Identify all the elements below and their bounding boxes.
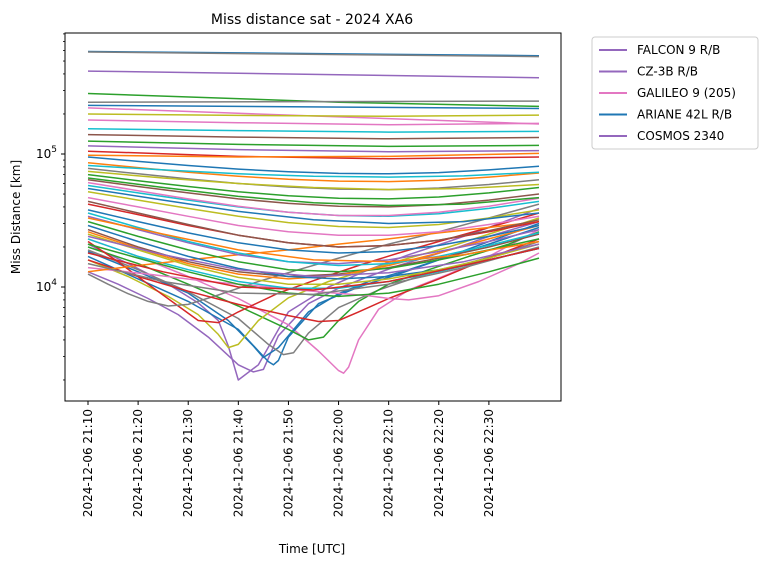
legend-label: ARIANE 42L R/B [637, 108, 732, 122]
x-tick-label: 2024-12-06 21:20 [131, 409, 145, 517]
x-tick-label: 2024-12-06 21:30 [181, 409, 195, 517]
series-line-51 [87, 235, 540, 278]
y-axis-label: Miss Distance [km] [9, 160, 23, 274]
series-line-47 [87, 200, 540, 248]
x-tick-label: 2024-12-06 21:50 [281, 409, 295, 517]
chart-title: Miss distance sat - 2024 XA6 [211, 12, 413, 28]
legend: FALCON 9 R/B CZ-3B R/B GALILEO 9 (205) ARIA… [591, 36, 759, 150]
series-line-2 [87, 70, 540, 79]
series-line-18 [87, 252, 540, 301]
series-layer [87, 50, 540, 381]
x-tick-label: 2024-12-06 22:10 [382, 409, 396, 517]
series-line-20 [87, 220, 540, 273]
series-line-27 [87, 196, 540, 236]
series-line-37 [87, 140, 540, 148]
y-axis: 104 105 [36, 33, 65, 381]
series-line-25 [87, 209, 540, 254]
x-axis: 2024-12-06 21:10 2024-12-06 21:20 2024-12-… [81, 401, 496, 517]
series-line-56 [87, 164, 540, 178]
series-line-13 [87, 231, 540, 341]
series-line-50 [87, 247, 540, 291]
series-line-24 [87, 215, 540, 265]
series-line-39 [87, 127, 540, 133]
series-line-48 [87, 181, 540, 217]
series-line-34 [87, 156, 540, 175]
series-line-1 [87, 51, 540, 58]
series-line-54 [87, 177, 540, 207]
series-line-49 [87, 246, 540, 296]
y-tick-label: 105 [36, 145, 57, 161]
series-line-42 [87, 152, 540, 158]
series-line-36 [87, 145, 540, 153]
legend-label: FALCON 9 R/B [637, 43, 720, 57]
series-line-53 [87, 187, 540, 225]
legend-label: CZ-3B R/B [637, 65, 698, 79]
series-line-9 [87, 228, 540, 374]
series-line-35 [87, 150, 540, 160]
series-line-15 [87, 212, 540, 324]
series-line-17 [87, 238, 540, 323]
x-axis-label: Time [UTC] [278, 542, 345, 556]
series-line-45 [87, 233, 540, 285]
legend-label: COSMOS 2340 [637, 129, 724, 143]
x-tick-label: 2024-12-06 22:00 [332, 409, 346, 517]
y-tick-label: 104 [36, 278, 57, 294]
series-line-40 [87, 119, 540, 126]
legend-box [591, 36, 759, 150]
series-line-5 [87, 104, 540, 110]
x-tick-label: 2024-12-06 21:40 [231, 409, 245, 517]
series-line-4 [87, 100, 540, 103]
series-line-55 [87, 170, 540, 191]
series-line-31 [87, 173, 540, 200]
x-tick-label: 2024-12-06 22:30 [482, 409, 496, 517]
series-line-38 [87, 133, 540, 140]
x-tick-label: 2024-12-06 22:20 [432, 409, 446, 517]
legend-label: GALILEO 9 (205) [637, 86, 736, 100]
series-line-14 [87, 217, 540, 349]
series-line-52 [87, 217, 540, 263]
series-line-30 [87, 179, 540, 208]
series-line-41 [87, 113, 540, 118]
plot-frame [64, 32, 562, 402]
x-tick-label: 2024-12-06 21:10 [81, 409, 95, 517]
